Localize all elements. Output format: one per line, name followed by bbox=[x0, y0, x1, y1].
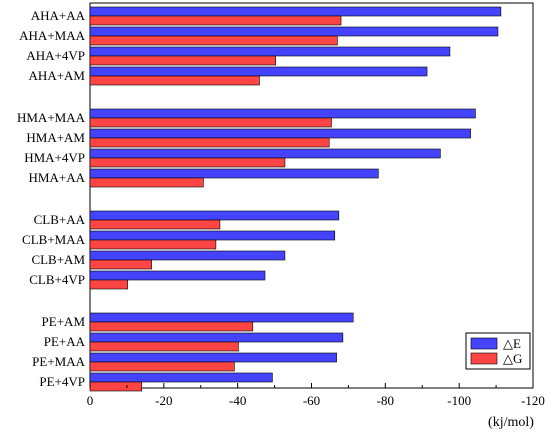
bar-delta-e-pe-maa bbox=[89, 352, 337, 363]
category-label: CLB+AA bbox=[34, 212, 86, 227]
category-label: CLB+AM bbox=[31, 252, 85, 267]
category-label: AHA+MAA bbox=[19, 28, 85, 43]
legend-swatch-delta-g bbox=[470, 352, 498, 365]
bar-delta-e-aha-maa bbox=[89, 26, 499, 37]
category-label: HMA+4VP bbox=[24, 150, 85, 165]
bar-delta-g-clb-maa bbox=[89, 239, 217, 250]
bar-delta-e-clb-maa bbox=[89, 230, 336, 241]
bar-delta-g-aha-aa bbox=[89, 15, 342, 26]
bar-delta-e-hma-aa bbox=[89, 168, 379, 179]
x-tick-label: -80 bbox=[377, 393, 394, 408]
x-tick-label: -100 bbox=[447, 393, 471, 408]
bar-delta-g-hma-aa bbox=[89, 177, 204, 188]
bar-delta-g-pe-aa bbox=[89, 341, 239, 352]
bar-delta-e-aha-aa bbox=[89, 6, 502, 17]
x-axis-label: (kj/mol) bbox=[488, 415, 534, 430]
bar-delta-g-hma-maa bbox=[89, 117, 332, 128]
category-label: PE+MAA bbox=[32, 354, 85, 369]
x-tick-label: -40 bbox=[229, 393, 246, 408]
category-label: AHA+AA bbox=[31, 8, 86, 23]
x-tick-label: -120 bbox=[521, 393, 545, 408]
legend-swatch-delta-e bbox=[470, 337, 498, 350]
category-label: HMA+AA bbox=[29, 170, 86, 185]
x-tick-label: -60 bbox=[303, 393, 320, 408]
bar-delta-g-clb-am bbox=[89, 259, 152, 270]
category-label: PE+AA bbox=[44, 334, 86, 349]
legend-label-delta-e: △E bbox=[503, 336, 521, 351]
category-label: PE+4VP bbox=[39, 374, 85, 389]
category-label: HMA+AM bbox=[26, 130, 85, 145]
category-label: HMA+MAA bbox=[17, 110, 86, 125]
category-label: CLB+4VP bbox=[29, 272, 85, 287]
category-label: AHA+4VP bbox=[26, 48, 85, 63]
bar-delta-g-aha-4vp bbox=[89, 55, 276, 66]
bar-delta-e-clb-aa bbox=[89, 210, 340, 221]
bar-delta-e-pe-4vp bbox=[89, 372, 273, 383]
bar-delta-g-hma-4vp bbox=[89, 157, 286, 168]
bar-delta-g-aha-maa bbox=[89, 35, 338, 46]
bar-delta-g-pe-4vp bbox=[89, 381, 142, 392]
bar-delta-e-clb-4vp bbox=[89, 270, 266, 281]
bar-delta-g-hma-am bbox=[89, 137, 330, 148]
bar-delta-e-clb-am bbox=[89, 250, 286, 261]
bar-delta-e-aha-am bbox=[89, 66, 428, 77]
category-label: AHA+AM bbox=[29, 68, 86, 83]
bar-delta-g-clb-4vp bbox=[89, 279, 128, 290]
bar-delta-e-hma-4vp bbox=[89, 148, 441, 159]
bar-delta-e-hma-maa bbox=[89, 108, 476, 119]
bar-delta-e-hma-am bbox=[89, 128, 471, 139]
category-label: CLB+MAA bbox=[22, 232, 86, 247]
category-label: PE+AM bbox=[42, 314, 86, 329]
bar-delta-e-pe-aa bbox=[89, 332, 344, 343]
bar-delta-g-pe-am bbox=[89, 321, 254, 332]
bar-delta-g-clb-aa bbox=[89, 219, 221, 230]
bar-delta-g-aha-am bbox=[89, 75, 260, 86]
bar-delta-g-pe-maa bbox=[89, 361, 235, 372]
x-tick-label: -20 bbox=[155, 393, 172, 408]
bar-delta-e-pe-am bbox=[89, 312, 354, 323]
bar-delta-e-aha-4vp bbox=[89, 46, 451, 57]
x-tick-label: 0 bbox=[87, 393, 94, 408]
legend-label-delta-g: △G bbox=[503, 351, 522, 366]
